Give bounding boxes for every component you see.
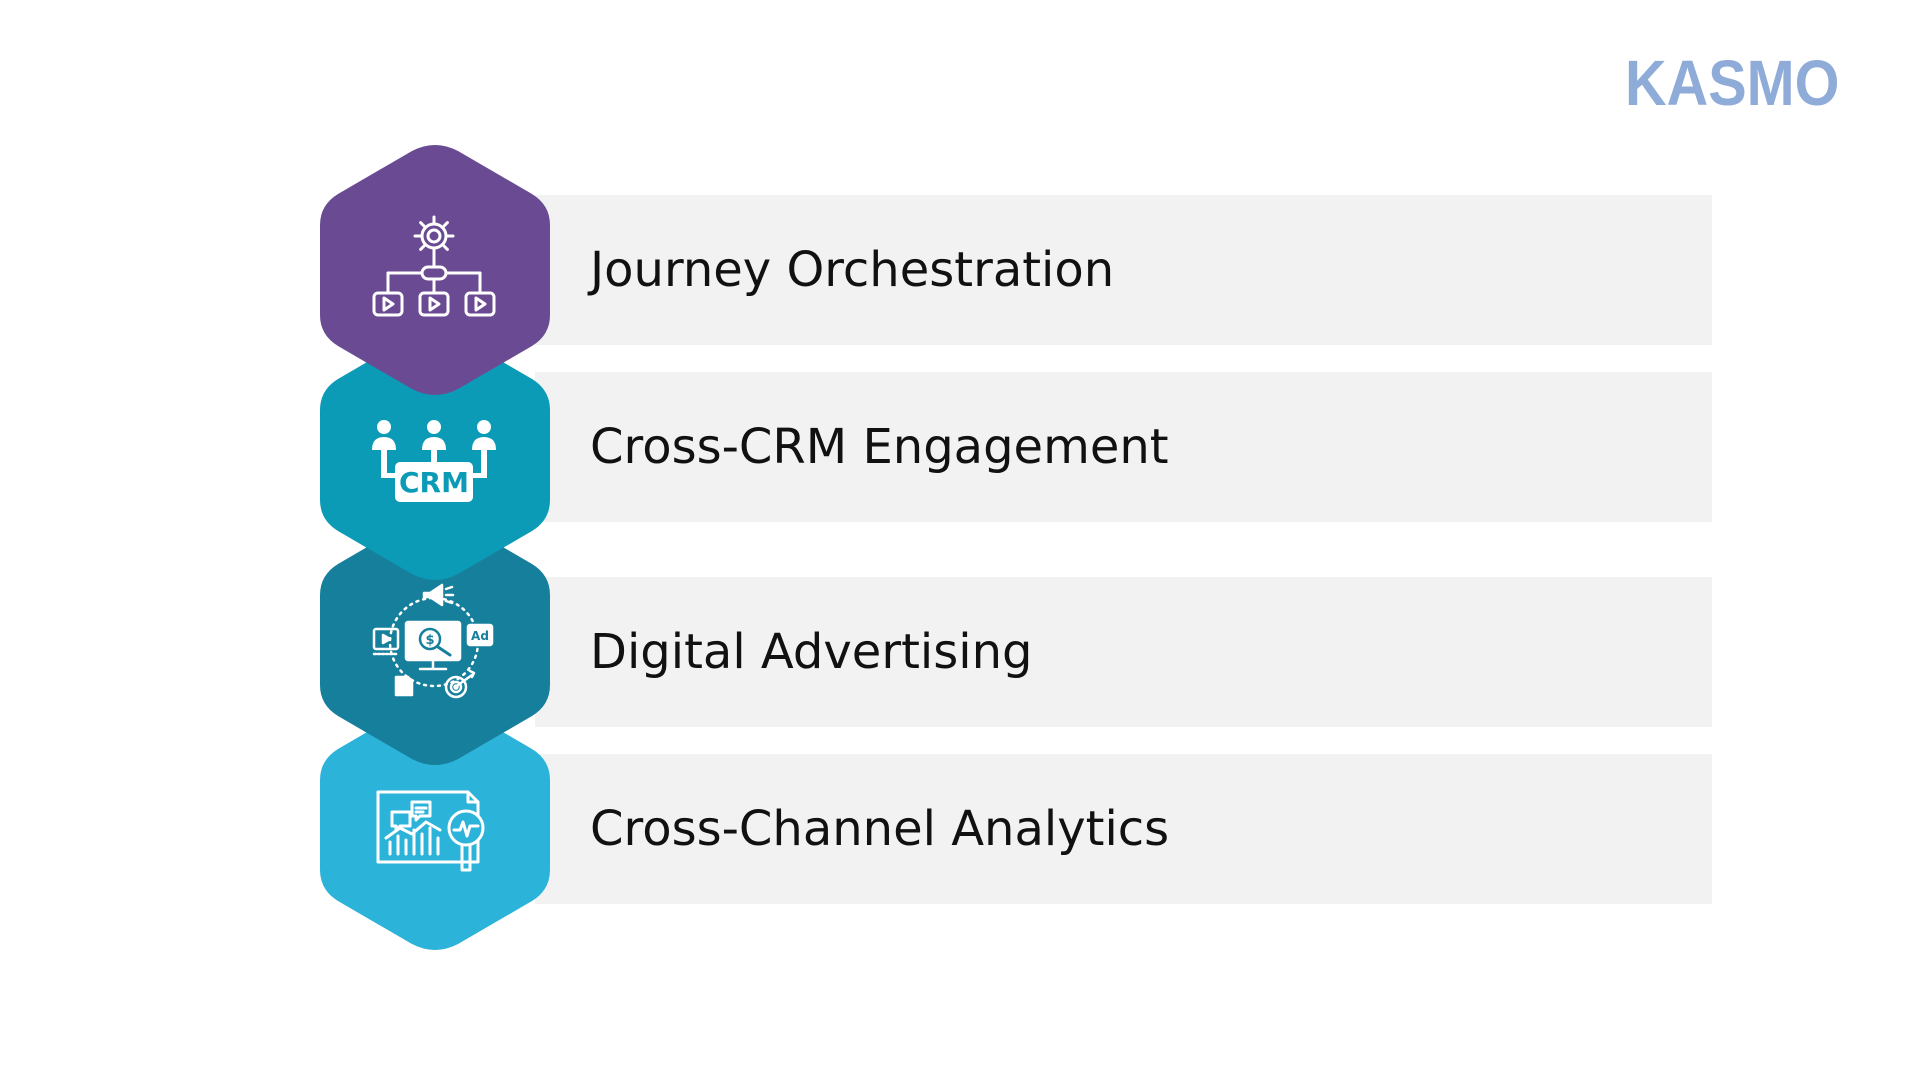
digital-advertising-icon: $ Ad (370, 565, 500, 715)
item-label: Cross-Channel Analytics (590, 801, 1170, 857)
crm-people-icon: CRM (370, 380, 500, 530)
svg-text:Ad: Ad (471, 629, 489, 643)
hexagon-shape (320, 145, 550, 395)
item-bar-digital-advertising: Digital Advertising (535, 577, 1712, 727)
item-bar-cross-crm-engagement: Cross-CRM Engagement (535, 372, 1712, 522)
item-bar-journey-orchestration: Journey Orchestration (535, 195, 1712, 345)
svg-text:$: $ (425, 633, 434, 648)
analytics-dashboard-icon (370, 750, 500, 900)
kasmo-logo: KASMO (1625, 47, 1840, 119)
item-label: Cross-CRM Engagement (590, 419, 1169, 475)
hexagon-cross-crm-engagement: CRM (320, 330, 550, 580)
hexagon-cross-channel-analytics (320, 700, 550, 950)
item-label: Journey Orchestration (590, 242, 1115, 298)
hexagon-digital-advertising: $ Ad (320, 515, 550, 765)
item-label: Digital Advertising (590, 624, 1033, 680)
workflow-gear-icon (370, 195, 500, 345)
hexagon-shape (320, 700, 550, 950)
svg-text:CRM: CRM (399, 466, 469, 499)
hexagon-journey-orchestration (320, 145, 550, 395)
item-bar-cross-channel-analytics: Cross-Channel Analytics (535, 754, 1712, 904)
